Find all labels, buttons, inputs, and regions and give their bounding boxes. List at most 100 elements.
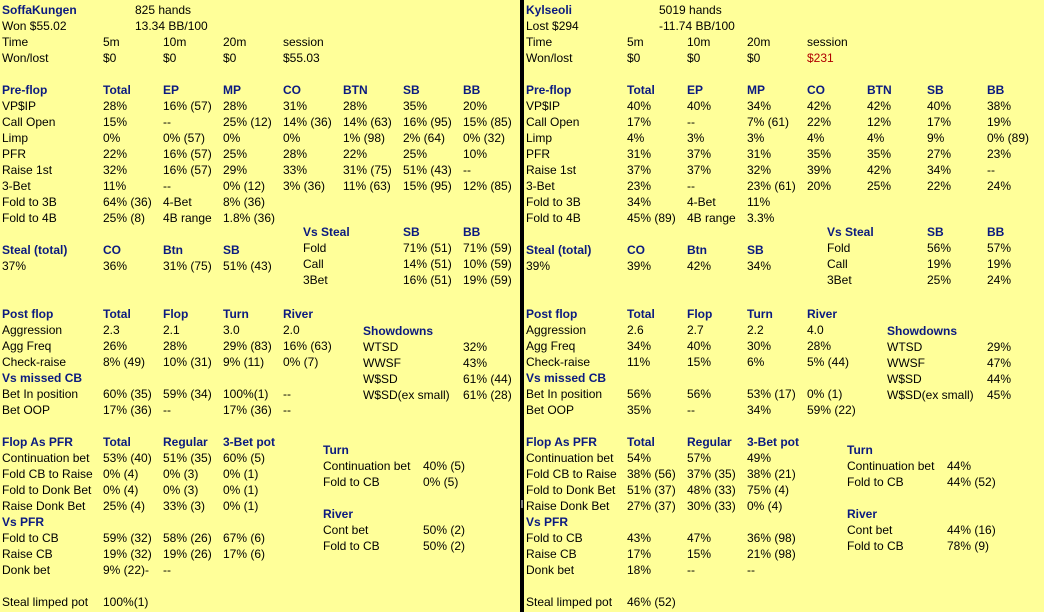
postflop-cell: 6% <box>747 355 765 369</box>
steal-limped-label: Steal limped pot <box>526 595 613 609</box>
preflop-cell: 31% (75) <box>343 163 392 177</box>
preflop-cell: 39% <box>807 163 832 177</box>
preflop-cell: 15% (85) <box>463 115 512 129</box>
preflop-row-label: PFR <box>2 147 26 161</box>
steal-header: SB <box>747 243 764 257</box>
panel-divider[interactable] <box>520 0 524 612</box>
wonlost-value: $55.03 <box>283 51 320 65</box>
flop-pfr-cell: 30% (33) <box>687 499 736 513</box>
preflop-cell: 25% <box>867 179 892 193</box>
river-value: 44% (16) <box>947 523 996 537</box>
postflop-row-label: Check-raise <box>2 355 67 369</box>
preflop-cell: -- <box>687 115 695 129</box>
four-bet-label: 4-Bet <box>687 195 716 209</box>
flop-pfr-cell: 25% (4) <box>103 499 146 513</box>
preflop-title: Pre-flop <box>2 83 48 97</box>
showdown-row-label: W$SD <box>363 372 398 386</box>
vs-pfr-cell: 43% <box>627 531 652 545</box>
flop-pfr-row-label: Fold CB to Raise <box>2 467 93 481</box>
steal-value: 36% <box>103 259 128 273</box>
preflop-header: BB <box>463 83 481 97</box>
steal-header: Btn <box>687 243 707 257</box>
flop-pfr-cell: 0% (1) <box>223 467 259 481</box>
result-amount: Won $55.02 <box>2 19 67 33</box>
result-amount: Lost $294 <box>526 19 579 33</box>
preflop-row-label: Raise 1st <box>2 163 53 177</box>
vs-steal-cell: 14% (51) <box>403 257 452 271</box>
flop-as-pfr-title: Flop As PFR <box>526 435 597 449</box>
postflop-title: Post flop <box>526 307 578 321</box>
preflop-cell: 38% <box>987 99 1012 113</box>
preflop-header: BB <box>987 83 1005 97</box>
preflop-cell: 23% (61) <box>747 179 796 193</box>
four-bet-range-label: 4B range <box>687 211 736 225</box>
vs-steal-header: BB <box>987 225 1005 239</box>
vs-pfr-cell: -- <box>687 563 695 577</box>
vs-pfr-row-label: Fold to CB <box>526 531 583 545</box>
showdown-row-label: WTSD <box>887 340 923 354</box>
postflop-header: Turn <box>747 307 773 321</box>
missed-cb-cell: 53% (17) <box>747 387 796 401</box>
preflop-row-label: Limp <box>2 131 29 145</box>
player-name: SoffaKungen <box>2 3 77 17</box>
preflop-cell: 0% (32) <box>463 131 506 145</box>
vs-pfr-row-label: Donk bet <box>526 563 575 577</box>
time-col-header: 10m <box>163 35 187 49</box>
showdown-row-label: WWSF <box>887 356 925 370</box>
preflop-header: CO <box>283 83 301 97</box>
preflop-cell: 0% <box>103 131 121 145</box>
time-col-header: 5m <box>103 35 120 49</box>
preflop-row-label: 3-Bet <box>2 179 31 193</box>
postflop-header: River <box>807 307 838 321</box>
turn-value: 40% (5) <box>423 459 466 473</box>
vs-pfr-cell: 58% (26) <box>163 531 212 545</box>
vs-pfr-cell: -- <box>163 563 171 577</box>
preflop-cell: 14% (36) <box>283 115 332 129</box>
postflop-cell: 2.6 <box>627 323 644 337</box>
showdown-row-label: WTSD <box>363 340 399 354</box>
steal-value: 51% (43) <box>223 259 272 273</box>
time-label: Time <box>526 35 553 49</box>
flop-pfr-cell: 57% <box>687 451 712 465</box>
preflop-cell: 22% <box>103 147 128 161</box>
vs-missed-cb-title: Vs missed CB <box>526 371 607 385</box>
preflop-cell: 28% <box>283 147 308 161</box>
preflop-header: MP <box>747 83 765 97</box>
preflop-cell: 32% <box>103 163 128 177</box>
river-row-label: Fold to CB <box>323 539 380 553</box>
flop-pfr-cell: 51% (37) <box>627 483 676 497</box>
flop-pfr-row-label: Continuation bet <box>2 451 90 465</box>
vs-steal-cell: 19% <box>987 257 1012 271</box>
fold-to-3b-value: 64% (36) <box>103 195 152 209</box>
preflop-cell: 14% (63) <box>343 115 392 129</box>
preflop-cell: 1% (98) <box>343 131 386 145</box>
time-col-header: 10m <box>687 35 711 49</box>
river-title: River <box>323 507 354 521</box>
missed-cb-row-label: Bet OOP <box>526 403 575 417</box>
preflop-cell: -- <box>687 179 695 193</box>
steal-header: SB <box>223 243 240 257</box>
river-row-label: Cont bet <box>323 523 369 537</box>
steal-header: Btn <box>163 243 183 257</box>
preflop-cell: 40% <box>687 99 712 113</box>
vs-steal-cell: 71% (59) <box>463 241 512 255</box>
preflop-cell: 16% (57) <box>163 163 212 177</box>
postflop-header: Flop <box>163 307 189 321</box>
flop-pfr-cell: 0% (4) <box>103 483 139 497</box>
preflop-cell: 31% <box>283 99 308 113</box>
preflop-header: EP <box>687 83 704 97</box>
steal-value: 34% <box>747 259 772 273</box>
preflop-cell: 7% (61) <box>747 115 790 129</box>
preflop-cell: 15% <box>103 115 128 129</box>
fold-to-3b-label: Fold to 3B <box>2 195 57 209</box>
vs-steal-row-label: Call <box>303 257 324 271</box>
player-panel-kylseoli: Kylseoli 5019 hands Lost $294 -11.74 BB/100… <box>524 0 1044 612</box>
preflop-header: Total <box>103 83 131 97</box>
showdown-value: 29% <box>987 340 1012 354</box>
fold-to-4b-value: 45% (89) <box>627 211 676 225</box>
preflop-cell: 4% <box>807 131 825 145</box>
vs-steal-row-label: 3Bet <box>303 273 328 287</box>
vs-pfr-title: Vs PFR <box>526 515 569 529</box>
vs-steal-header: SB <box>403 225 420 239</box>
flop-pfr-cell: 38% (56) <box>627 467 676 481</box>
